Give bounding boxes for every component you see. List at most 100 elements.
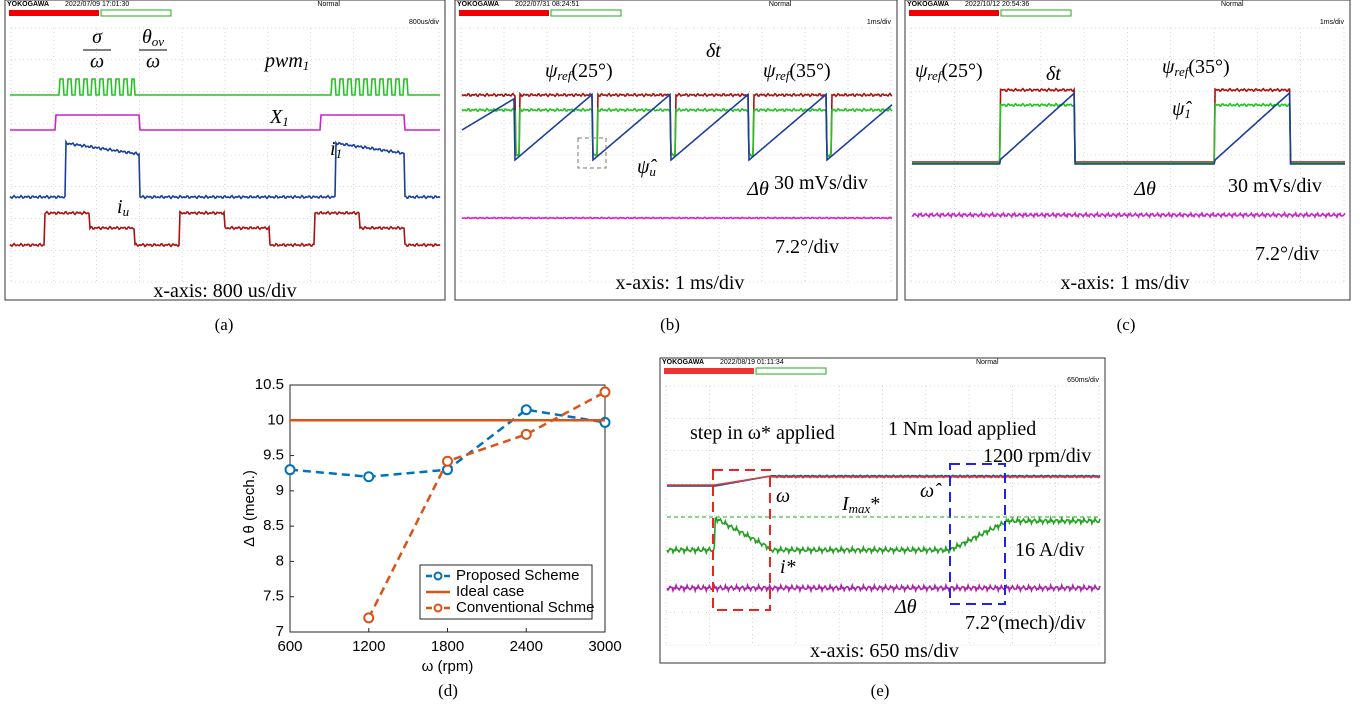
scope-channel-bar — [551, 10, 621, 16]
fraction-num-text: θ — [142, 26, 152, 48]
annotation-sub: 1 — [1184, 106, 1191, 121]
scope-channel-bar — [909, 10, 999, 16]
annotation: x-axis: 650 ms/div — [810, 640, 959, 662]
annotation-text: i* — [780, 556, 796, 578]
annotation: δt — [706, 40, 721, 62]
annotation-text: ψ — [915, 60, 928, 82]
fraction-num: σ — [92, 26, 103, 48]
y-tick-label: 10 — [267, 411, 284, 428]
scope-timebase: 650ms/div — [1067, 377, 1099, 384]
scope-brand: YOKOGAWA — [662, 359, 704, 366]
annotation-sub: 1 — [303, 58, 310, 73]
scope-channel-bar — [9, 10, 99, 16]
annotation-sub: 1 — [282, 114, 289, 129]
y-tick-label: 7.5 — [263, 588, 284, 605]
caption: (b) — [660, 315, 680, 334]
annotation-text: x-axis: 650 ms/div — [810, 640, 959, 662]
annotation-text: x-axis: 800 us/div — [153, 280, 296, 302]
annotation-text: X — [269, 106, 283, 128]
scope-mode: Normal — [317, 1, 340, 8]
x-tick-label: 1800 — [431, 638, 464, 655]
annotation-sub: 1 — [336, 146, 343, 161]
annotation-text: Δθ — [746, 178, 769, 200]
annotation: 7.2°/div — [1255, 243, 1319, 265]
legend-label: Proposed Scheme — [456, 567, 579, 584]
annotation: step in ω* applied — [690, 422, 835, 444]
y-tick-label: 8.5 — [263, 517, 284, 534]
annotation-text: ψ — [545, 60, 558, 82]
annotation-text: 30 mVs/div — [774, 172, 868, 194]
annotation: 16 A/div — [1015, 539, 1084, 561]
scope-channel-bar — [756, 368, 826, 374]
annotation-sub: max — [849, 501, 871, 516]
y-tick-label: 8 — [276, 552, 284, 569]
annotation-text: δt — [1046, 63, 1061, 85]
annotation-text: pwm — [263, 50, 303, 72]
axes: 77.588.599.51010.56001200180024003000ω (… — [241, 376, 622, 675]
annotation: x-axis: 1 ms/div — [616, 272, 745, 294]
caption: (a) — [215, 315, 234, 334]
scope-timebase: 1ms/div — [867, 19, 892, 26]
scope-date: 2022/08/19 01:11:34 — [720, 359, 784, 366]
legend-label: Conventional Schme — [456, 599, 594, 616]
annotation: pwm1 — [263, 50, 309, 73]
marker — [364, 613, 373, 622]
annotation: Δθ — [746, 178, 769, 200]
annotation-text: x-axis: 1 ms/div — [616, 272, 745, 294]
annotation: Δθ — [894, 596, 917, 618]
x-tick-label: 2400 — [510, 638, 543, 655]
figure: YOKOGAWA 2022/07/09 17:01:30 Normal 800us/d… — [0, 0, 1364, 713]
annotation-suffix: (35°) — [1188, 56, 1229, 78]
annotation-sub: u — [649, 164, 656, 179]
annotation-text: ψ — [1162, 56, 1175, 78]
scope-date: 2022/07/09 17:01:30 — [65, 1, 129, 8]
annotation: 7.2°(mech)/div — [965, 612, 1086, 634]
caption: (d) — [438, 681, 458, 700]
marker — [522, 405, 531, 414]
annotation-suffix: * — [870, 493, 880, 515]
scope-brand: YOKOGAWA — [907, 1, 949, 8]
scope-timebase: 800us/div — [409, 19, 439, 26]
annotation: x-axis: 1 ms/div — [1061, 272, 1190, 294]
scope-channel-bar — [459, 10, 549, 16]
scope-channel-bar — [664, 368, 754, 374]
annotation-text: ψ — [763, 60, 776, 82]
annotation-text: ω — [776, 485, 790, 507]
annotation-text: 7.2°(mech)/div — [965, 612, 1086, 634]
annotation: i* — [780, 556, 796, 578]
annotation-text: Δθ — [1133, 178, 1156, 200]
annotation: ψref(35°) — [1162, 56, 1230, 79]
marker — [522, 430, 531, 439]
annotation-suffix: (25°) — [941, 60, 982, 82]
scope-date: 2022/10/12 20:54:36 — [965, 1, 1029, 8]
annotation: 30 mVs/div — [1228, 175, 1322, 197]
x-axis-label: ω (rpm) — [422, 658, 474, 675]
annotation-text: Δθ — [894, 596, 917, 618]
annotation: ω — [776, 485, 790, 507]
annotation-text: 7.2°/div — [1255, 243, 1319, 265]
x-tick-label: 1200 — [352, 638, 385, 655]
annotation-suffix: (35°) — [789, 60, 830, 82]
annotation: δt — [1046, 63, 1061, 85]
y-tick-label: 9 — [276, 482, 284, 499]
marker — [601, 388, 610, 397]
annotation: Δθ — [1133, 178, 1156, 200]
annotation-sub: u — [123, 204, 130, 219]
annotation-text: 7.2°/div — [775, 236, 839, 258]
caption: (e) — [871, 681, 890, 700]
annotation: ψref(35°) — [763, 60, 831, 83]
legend-marker — [435, 605, 442, 612]
marker — [286, 465, 295, 474]
legend-marker — [435, 573, 442, 580]
scope-date: 2022/07/31 08:24:51 — [515, 1, 579, 8]
annotation: x-axis: 800 us/div — [153, 280, 296, 302]
annotation-text: step in ω* applied — [690, 422, 835, 444]
scope-channel-bar — [101, 10, 171, 16]
annotation-suffix: (25°) — [571, 60, 612, 82]
x-tick-label: 3000 — [588, 638, 621, 655]
annotation: ψref(25°) — [915, 60, 983, 83]
scope-mode: Normal — [976, 359, 999, 366]
scope-brand: YOKOGAWA — [457, 1, 499, 8]
legend-label: Ideal case — [456, 583, 524, 600]
fraction-num-text: σ — [92, 26, 103, 48]
